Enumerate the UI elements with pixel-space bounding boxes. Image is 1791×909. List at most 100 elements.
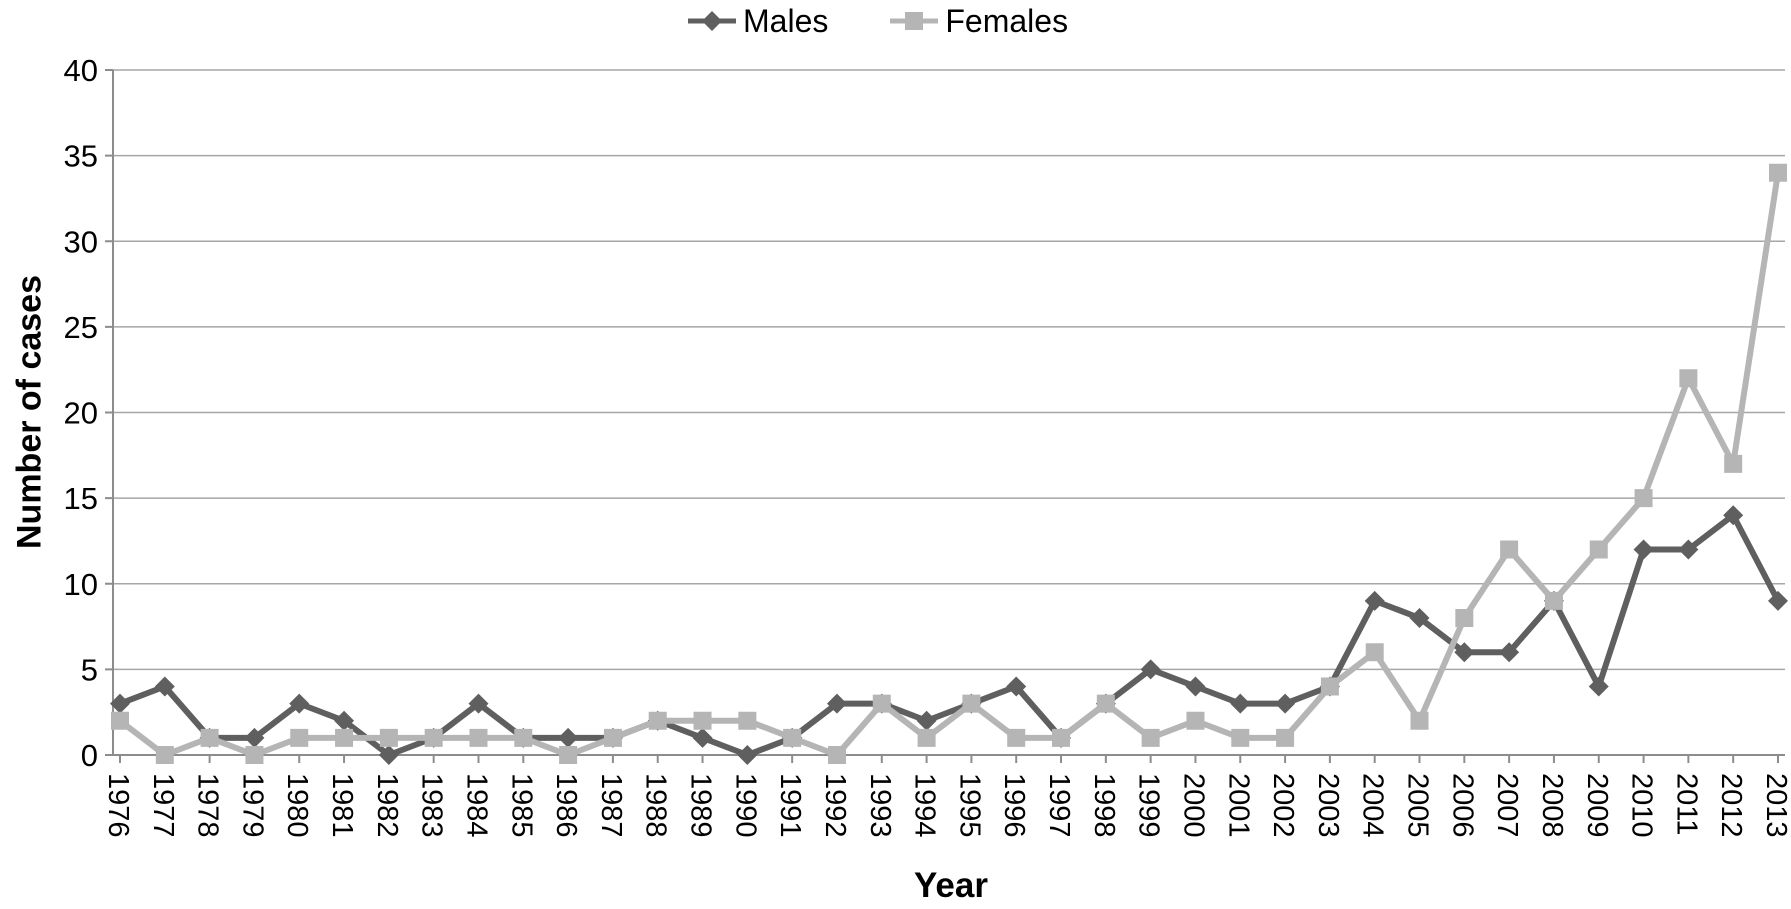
x-tick-label: 1992: [819, 773, 851, 838]
x-tick-label: 1980: [281, 773, 313, 838]
females-marker: [1544, 591, 1563, 610]
males-marker: [334, 710, 355, 731]
males-marker: [916, 710, 937, 731]
x-axis-title: Year: [914, 866, 988, 905]
females-marker: [1769, 163, 1787, 182]
legend-item-males: Males: [688, 4, 828, 38]
males-marker: [692, 727, 713, 748]
x-tick-label: 1981: [326, 773, 358, 838]
females-marker: [1141, 728, 1160, 747]
males-marker-icon: [702, 11, 722, 31]
females-marker: [1320, 677, 1339, 696]
x-tick-label: 1987: [595, 773, 627, 838]
males-marker: [154, 676, 175, 697]
females-marker: [1365, 643, 1384, 662]
females-marker: [111, 711, 129, 730]
males-marker: [1185, 676, 1206, 697]
x-tick-label: 1979: [236, 773, 268, 838]
x-tick-label: 2004: [1357, 773, 1389, 838]
males-marker: [1454, 642, 1475, 663]
legend-label-males: Males: [743, 3, 829, 39]
x-tick-label: 1998: [1088, 773, 1120, 838]
axes: [105, 69, 1785, 763]
x-tick-label: 1982: [371, 773, 403, 838]
females-marker: [1634, 489, 1653, 508]
females-marker: [469, 728, 488, 747]
x-tick-label: 1989: [685, 773, 717, 838]
y-tick-label: 20: [64, 396, 98, 431]
females-marker: [1007, 728, 1026, 747]
males-marker: [1230, 693, 1251, 714]
legend-label-females: Females: [945, 3, 1069, 39]
y-tick-label: 5: [81, 652, 98, 687]
y-tick-label: 15: [64, 481, 98, 516]
females-marker: [1724, 454, 1743, 473]
x-tick-label: 2008: [1536, 773, 1568, 838]
y-tick-labels: 0 5 10 15 20 25 30 35 40: [64, 53, 98, 773]
x-tick-label: 1991: [774, 773, 806, 838]
males-marker: [1633, 539, 1654, 560]
females-marker: [1455, 609, 1474, 627]
x-tick-label: 1983: [416, 773, 448, 838]
y-tick-label: 25: [64, 310, 98, 345]
males-marker: [468, 693, 489, 714]
x-tick-label: 1985: [505, 773, 537, 838]
x-tick-label: 2010: [1626, 773, 1658, 838]
x-tick-label: 2009: [1581, 773, 1613, 838]
females-marker: [693, 711, 712, 730]
males-marker: [244, 727, 265, 748]
x-tick-label: 1986: [550, 773, 582, 838]
legend-sample-males: [688, 11, 736, 31]
x-tick-label: 1997: [1043, 773, 1075, 838]
females-marker: [738, 711, 757, 730]
x-tick-label: 2012: [1715, 773, 1747, 838]
x-tick-label: 1984: [460, 773, 492, 838]
x-tick-labels: 1976 1977 1978 1979 1980 1981 1982 1983 1984 1985…: [102, 773, 1791, 838]
x-tick-label: 1990: [729, 773, 761, 838]
legend-sample-females: [890, 12, 939, 30]
y-tick-label: 0: [81, 738, 98, 773]
x-tick-label: 1996: [998, 773, 1030, 838]
females-marker: [648, 711, 667, 730]
females-marker: [200, 728, 219, 747]
males-marker: [1723, 505, 1744, 526]
x-tick-label: 1978: [192, 773, 224, 838]
females-marker: [514, 728, 533, 747]
females-marker: [603, 728, 622, 747]
males-marker: [737, 745, 758, 765]
males-marker: [378, 745, 399, 765]
females-markers: [111, 163, 1787, 764]
males-marker: [1140, 659, 1161, 680]
females-marker: [1096, 694, 1115, 713]
males-marker: [289, 693, 310, 714]
x-tick-label: 1988: [640, 773, 672, 838]
y-tick-label: 10: [64, 567, 98, 602]
females-marker: [1679, 369, 1698, 388]
x-tick-label: 1977: [147, 773, 179, 838]
males-marker: [1499, 642, 1520, 663]
x-tick-label: 2003: [1312, 773, 1344, 838]
males-marker: [110, 693, 130, 714]
females-marker: [155, 746, 174, 764]
legend-item-females: Females: [890, 4, 1068, 38]
x-tick-label: 1999: [1133, 773, 1165, 838]
x-tick-label: 2001: [1222, 773, 1254, 838]
females-marker: [783, 728, 802, 747]
gridlines: [113, 69, 1785, 671]
males-markers: [110, 505, 1788, 765]
y-tick-label: 35: [64, 139, 98, 174]
males-marker: [558, 727, 579, 748]
females-marker-icon: [905, 12, 924, 30]
males-marker: [1678, 539, 1699, 560]
females-marker: [1500, 540, 1519, 559]
males-marker: [1275, 693, 1296, 714]
females-marker: [962, 694, 981, 713]
females-marker: [290, 728, 309, 747]
females-marker: [1052, 728, 1071, 747]
females-marker: [335, 728, 354, 747]
x-tick-label: 2011: [1670, 773, 1702, 835]
females-marker: [917, 728, 936, 747]
x-tick-label: 2007: [1491, 773, 1523, 838]
